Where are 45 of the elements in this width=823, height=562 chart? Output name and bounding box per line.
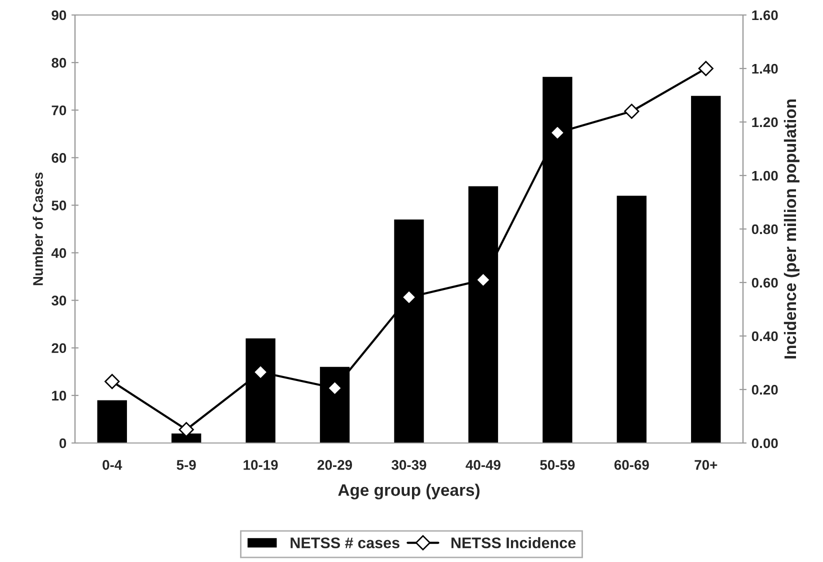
x-tick-label: 10-19 [244,460,278,470]
y2-tick-label: 0.80 [752,224,778,234]
y-tick-label: 40 [51,248,66,258]
y2-tick-label: 1.00 [752,170,778,181]
point [550,125,566,140]
point [624,104,640,119]
point [476,272,491,288]
y2-tick-label: 1.20 [752,117,778,128]
x-tick-label: 20-29 [318,460,352,470]
bar [616,196,647,443]
x-tick-label: 5-9 [176,460,196,470]
y2-axis-title: Incidence (per million population [784,99,800,358]
point [178,422,194,438]
y2-tick-label: 0.40 [752,331,778,342]
point [252,364,268,380]
y-tick-label: 10 [52,390,66,401]
point [104,374,120,390]
x-tick-label: 50-59 [540,460,575,470]
y-tick-label: 30 [52,296,66,306]
bar [691,96,721,443]
x-tick-label: 0-4 [102,460,122,470]
y-tick-label: 60 [52,153,66,163]
y-tick-label: 50 [52,200,66,210]
point [698,60,714,76]
y-tick-label: 70 [52,105,66,116]
x-tick-label: 30-39 [392,460,426,470]
y-axis-title: Number of Cases [32,172,43,286]
y-tick-label: 90 [52,10,66,20]
x-axis-title: Age group (years) [338,484,480,500]
y2-tick-label: 0.00 [752,438,778,448]
y2-tick-label: 0.20 [752,384,778,395]
point [327,380,342,396]
y-tick-label: 20 [52,343,66,354]
x-tick-label: 60-69 [614,460,649,470]
bar [97,400,127,443]
y-tick-label: 0 [59,438,66,448]
legend-label: NETSS Incidence [451,537,576,548]
point [401,290,417,305]
x-tick-label: 40-49 [466,460,500,470]
y2-tick-label: 1.60 [752,10,778,20]
legend-label: NETSS # cases [290,537,400,548]
y2-tick-label: 0.60 [752,278,778,288]
y2-tick-label: 1.40 [752,64,778,74]
y-tick-label: 80 [52,58,66,68]
x-tick-label: 70+ [694,460,718,470]
